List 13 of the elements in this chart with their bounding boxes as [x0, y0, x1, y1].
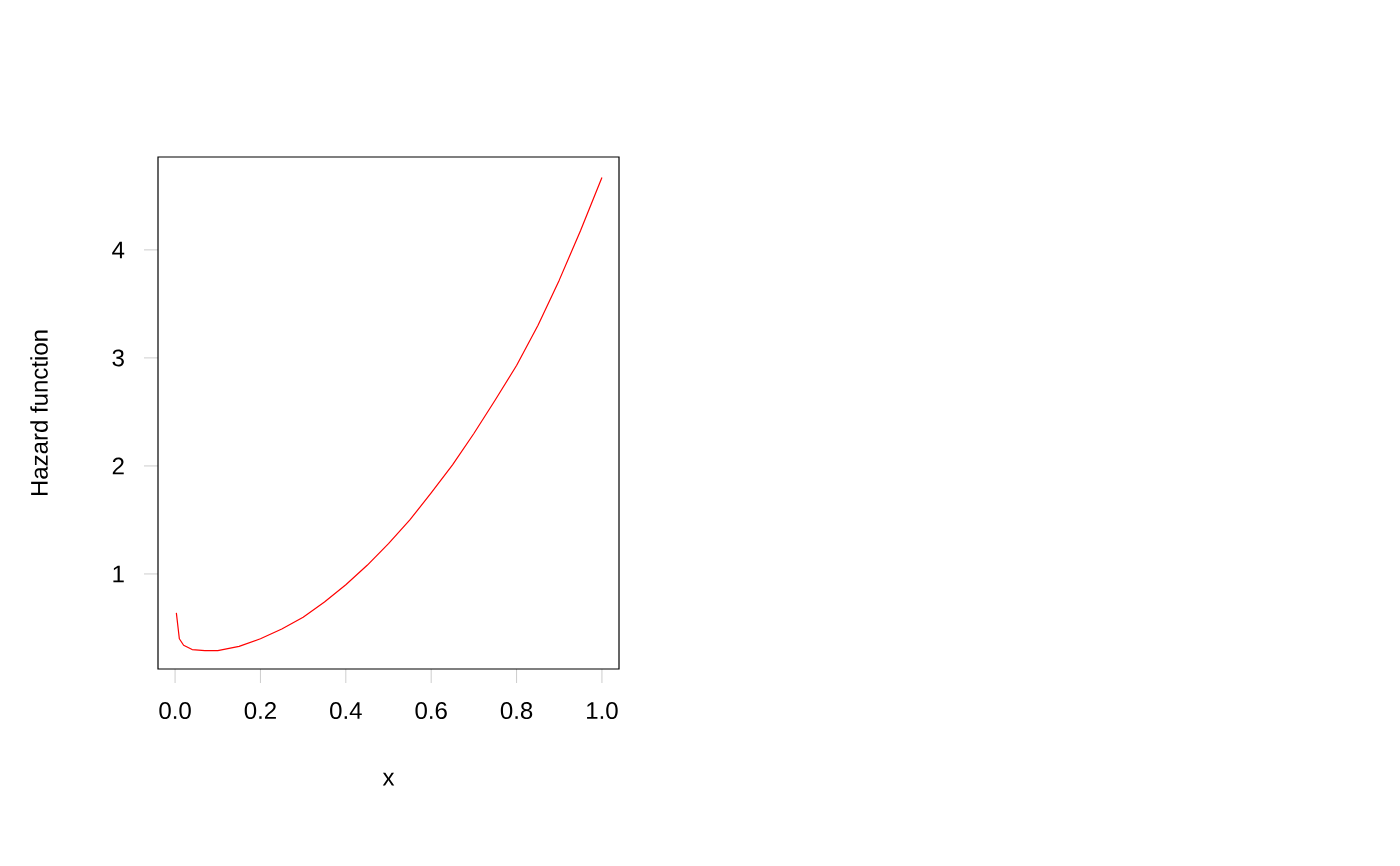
- x-tick-label: 0.8: [500, 702, 533, 720]
- line-series: [175, 176, 603, 652]
- x-tick-label: 0.0: [159, 702, 191, 720]
- y-tick-label: 3: [112, 349, 124, 367]
- y-tick-label: 2: [112, 457, 124, 475]
- x-tick-label: 0.6: [415, 702, 447, 720]
- y-tick-label: 1: [113, 565, 124, 583]
- y-tick-label: 4: [112, 241, 125, 259]
- x-tick-label: 0.4: [330, 702, 362, 720]
- x-tick-label: 0.2: [244, 702, 276, 720]
- y-axis-title: Hazard function: [30, 330, 48, 496]
- x-tick-label: 1.0: [587, 702, 618, 720]
- x-axis-title: x: [382, 772, 395, 786]
